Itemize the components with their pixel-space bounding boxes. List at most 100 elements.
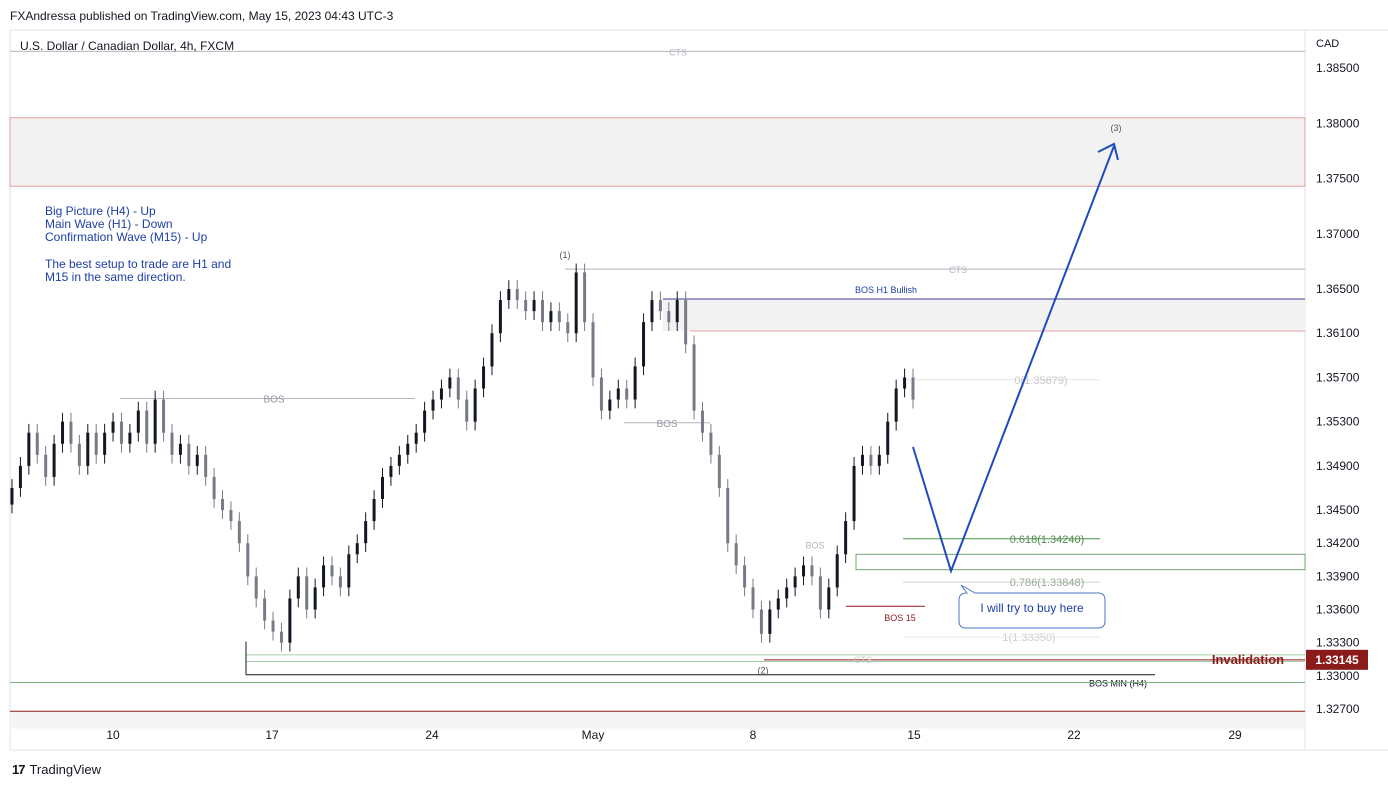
candle	[305, 567, 309, 619]
candle-body	[642, 322, 646, 367]
candle	[229, 501, 233, 530]
fib-786-label: 0.786(1.33848)	[1010, 577, 1085, 589]
candle-body	[111, 421, 115, 433]
candle	[111, 412, 115, 442]
candle	[18, 457, 22, 497]
candle-body	[153, 399, 157, 444]
candle-body	[667, 311, 671, 323]
candle	[785, 578, 789, 608]
candle	[187, 434, 191, 475]
bos-15-label: BOS 15	[884, 613, 916, 623]
symbol-title: U.S. Dollar / Canadian Dollar, 4h, FXCM	[20, 39, 235, 53]
candle	[271, 611, 275, 641]
candle	[591, 313, 595, 387]
candle	[296, 567, 300, 608]
candle	[852, 457, 856, 530]
candle	[448, 368, 452, 398]
candle	[608, 390, 612, 420]
fib-1-label: 1(1.33350)	[1002, 632, 1055, 644]
candle-body	[86, 432, 90, 466]
price-tick-label: 1.33000	[1316, 669, 1360, 683]
supply-zone-top	[9, 117, 1306, 187]
last-price-badge	[1306, 649, 1368, 670]
candle-body	[279, 631, 283, 643]
candle	[456, 368, 460, 409]
candle	[507, 280, 511, 309]
candle-body	[35, 432, 39, 455]
candle-body	[170, 432, 174, 455]
wave-3-label: (3)	[1111, 123, 1122, 133]
candle-body	[717, 454, 721, 488]
candle-body	[187, 443, 191, 466]
time-tick-label: 8	[750, 728, 757, 742]
candle	[119, 412, 123, 453]
candle-body	[700, 410, 704, 433]
candle	[288, 589, 292, 652]
candle-body	[288, 598, 292, 643]
candle-body	[894, 388, 898, 422]
candle	[128, 423, 132, 453]
candle-body	[263, 598, 267, 621]
candle-body	[397, 454, 401, 466]
candle	[650, 291, 654, 332]
callout-text: I will try to buy here	[980, 601, 1084, 615]
note-big-picture: Big Picture (H4) - Up	[45, 204, 156, 218]
candle-body	[94, 432, 98, 455]
callout-bubble	[958, 584, 1106, 629]
candle	[423, 401, 427, 442]
candle	[69, 412, 73, 453]
candle-body	[439, 388, 443, 400]
time-tick-label: 17	[265, 728, 279, 742]
wave-1-label: (1)	[560, 250, 571, 260]
candle-body	[743, 565, 747, 588]
candle	[347, 545, 351, 597]
candle	[827, 578, 831, 619]
candle-body	[709, 432, 713, 455]
bottom-zone	[10, 711, 1305, 729]
candle-body	[162, 399, 166, 433]
candle	[279, 622, 283, 652]
price-tick-label: 1.32700	[1316, 702, 1360, 716]
footer-brand[interactable]: 17 TradingView	[12, 762, 101, 777]
candle-body	[347, 554, 351, 588]
candle	[793, 567, 797, 597]
price-tick-label: 1.33600	[1316, 603, 1360, 617]
candle-body	[204, 454, 208, 477]
candle-body	[338, 576, 342, 588]
candle-body	[27, 432, 31, 466]
candle-body	[625, 388, 629, 400]
candle	[700, 401, 704, 442]
candle-body	[903, 377, 907, 389]
candle-body	[540, 300, 544, 323]
candle	[557, 302, 561, 332]
fib-618-label: 0.618(1.34240)	[1010, 534, 1085, 546]
candle-body	[726, 487, 730, 544]
candle-body	[465, 399, 469, 422]
tradingview-logo-icon: 17	[12, 762, 26, 777]
candle	[583, 263, 587, 332]
candle-body	[237, 521, 241, 544]
candle	[136, 401, 140, 442]
candle	[599, 368, 603, 420]
candle-body	[768, 609, 772, 634]
candle-body	[229, 510, 233, 522]
candle-body	[254, 576, 258, 599]
candle	[364, 512, 368, 553]
time-tick-label: 29	[1228, 728, 1242, 742]
candle-body	[886, 421, 890, 455]
candle	[27, 423, 31, 475]
candle	[675, 291, 679, 332]
entry-zone	[855, 553, 1306, 571]
note-setup-1: The best setup to trade are H1 and	[45, 257, 232, 271]
candle	[835, 545, 839, 597]
projection-path	[912, 145, 1115, 575]
candle-body	[852, 465, 856, 522]
candle	[684, 291, 688, 354]
candle	[330, 556, 334, 586]
candle-body	[322, 565, 326, 588]
price-tick-label: 1.38000	[1316, 116, 1360, 130]
candle-body	[406, 443, 410, 455]
time-tick-label: 24	[425, 728, 439, 742]
candle-body	[389, 465, 393, 477]
